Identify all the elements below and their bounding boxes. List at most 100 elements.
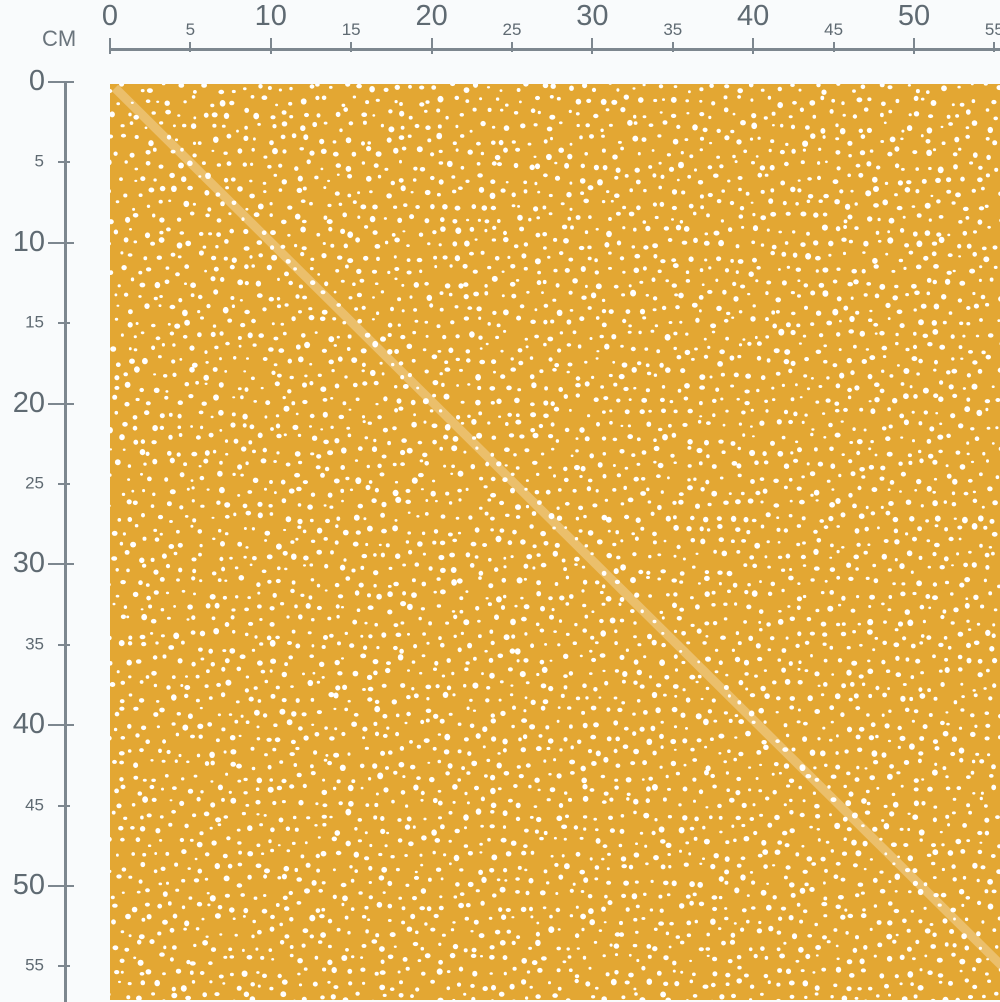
polka-dot <box>530 643 534 648</box>
polka-dot <box>898 180 903 185</box>
polka-dot <box>840 712 844 717</box>
polka-dot <box>899 490 902 493</box>
polka-dot <box>193 593 196 596</box>
polka-dot <box>718 440 723 444</box>
polka-dot <box>951 334 955 339</box>
polka-dot <box>706 213 710 217</box>
polka-dot <box>259 823 263 826</box>
polka-dot <box>387 610 392 615</box>
polka-dot <box>823 213 828 217</box>
polka-dot <box>205 684 209 688</box>
polka-dot <box>114 789 119 794</box>
polka-dot <box>277 374 282 378</box>
polka-dot <box>409 214 414 219</box>
polka-dot <box>921 98 925 101</box>
polka-dot <box>156 101 159 103</box>
polka-dot <box>862 269 866 274</box>
polka-dot <box>945 279 950 285</box>
polka-dot <box>985 565 989 570</box>
polka-dot <box>861 798 867 804</box>
polka-dot <box>784 486 788 490</box>
polka-dot <box>628 324 632 327</box>
polka-dot <box>365 803 369 807</box>
polka-dot <box>405 804 408 807</box>
polka-dot <box>918 751 923 755</box>
polka-dot <box>674 654 678 659</box>
polka-dot <box>558 987 562 991</box>
polka-dot <box>133 426 138 431</box>
polka-dot <box>503 237 509 242</box>
polka-dot <box>110 993 111 996</box>
polka-dot <box>432 440 437 445</box>
polka-dot <box>535 994 540 999</box>
polka-dot <box>566 192 571 198</box>
polka-dot <box>693 212 697 216</box>
polka-dot <box>701 698 704 700</box>
polka-dot <box>677 616 682 621</box>
polka-dot <box>786 322 791 327</box>
polka-dot <box>168 323 171 326</box>
polka-dot <box>889 764 894 769</box>
polka-dot <box>581 928 584 931</box>
polka-dot <box>190 971 194 975</box>
polka-dot <box>693 478 696 481</box>
polka-dot <box>539 424 543 428</box>
polka-dot <box>179 358 182 361</box>
polka-dot <box>247 955 253 960</box>
polka-dot <box>851 840 857 846</box>
polka-dot <box>521 253 526 258</box>
polka-dot <box>555 582 559 586</box>
polka-dot <box>294 604 298 608</box>
polka-dot <box>502 294 505 297</box>
polka-dot <box>117 305 120 307</box>
polka-dot <box>474 920 479 925</box>
polka-dot <box>322 645 326 649</box>
polka-dot <box>648 165 652 169</box>
polka-dot <box>345 477 349 480</box>
polka-dot <box>561 694 565 698</box>
polka-dot <box>808 695 813 701</box>
polka-dot <box>672 189 677 195</box>
polka-dot <box>381 529 387 534</box>
polka-dot <box>301 98 307 104</box>
polka-dot <box>292 842 296 845</box>
polka-dot <box>696 681 699 683</box>
polka-dot <box>588 479 593 483</box>
polka-dot <box>339 415 345 419</box>
polka-dot <box>163 654 167 658</box>
polka-dot <box>283 551 288 556</box>
polka-dot <box>810 322 814 326</box>
polka-dot <box>777 947 781 951</box>
polka-dot <box>967 373 971 377</box>
polka-dot <box>279 188 283 192</box>
polka-dot <box>712 785 717 789</box>
polka-dot <box>901 785 904 788</box>
polka-dot <box>270 512 274 516</box>
polka-dot <box>985 399 990 403</box>
polka-dot <box>807 462 810 465</box>
polka-dot <box>594 877 598 880</box>
polka-dot <box>791 149 795 154</box>
polka-dot <box>725 840 729 844</box>
polka-dot <box>110 870 111 873</box>
polka-dot <box>181 985 187 992</box>
polka-dot <box>419 906 425 910</box>
polka-dot <box>343 558 346 562</box>
polka-dot <box>521 617 527 622</box>
polka-dot <box>640 684 645 688</box>
polka-dot <box>721 219 724 222</box>
polka-dot <box>576 517 579 521</box>
polka-dot <box>921 304 927 309</box>
polka-dot <box>923 256 928 261</box>
polka-dot <box>667 853 671 856</box>
polka-dot <box>816 269 819 273</box>
polka-dot <box>173 124 176 127</box>
polka-dot <box>255 800 260 805</box>
polka-dot <box>198 648 203 652</box>
polka-dot <box>914 291 920 296</box>
polka-dot <box>803 909 807 913</box>
polka-dot <box>643 655 646 658</box>
polka-dot <box>132 907 138 913</box>
polka-dot <box>177 218 181 222</box>
polka-dot <box>139 558 144 564</box>
